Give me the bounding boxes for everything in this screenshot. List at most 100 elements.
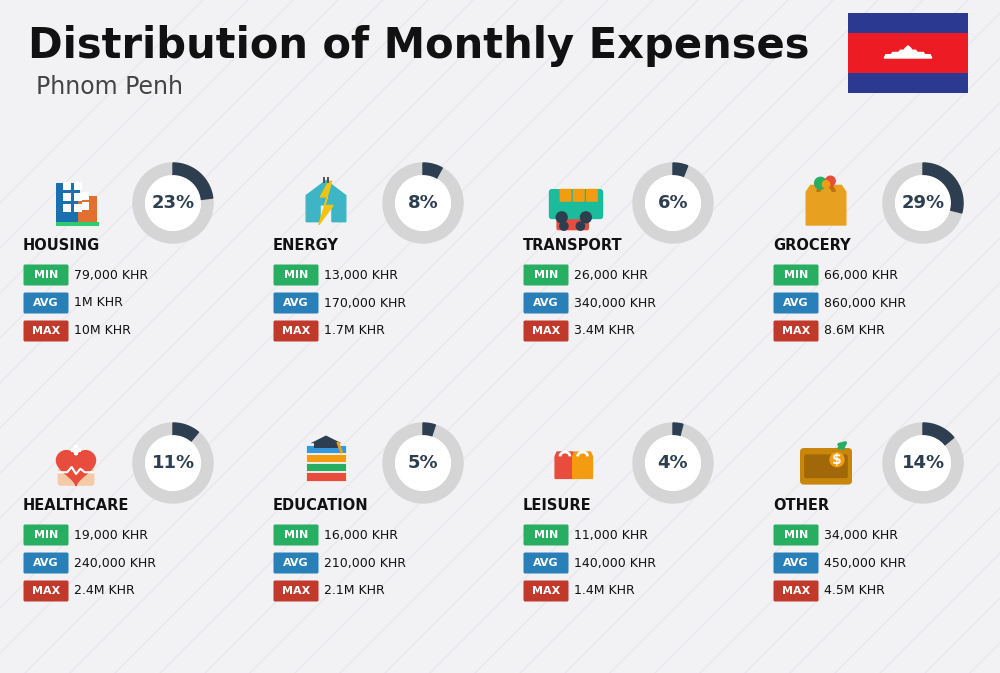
Text: 66,000 KHR: 66,000 KHR bbox=[824, 269, 898, 281]
FancyBboxPatch shape bbox=[306, 463, 346, 471]
FancyBboxPatch shape bbox=[573, 189, 585, 202]
Text: 3.4M KHR: 3.4M KHR bbox=[574, 324, 635, 337]
Circle shape bbox=[576, 221, 585, 231]
Text: 19,000 KHR: 19,000 KHR bbox=[74, 528, 148, 542]
FancyBboxPatch shape bbox=[82, 192, 89, 200]
FancyBboxPatch shape bbox=[24, 553, 68, 573]
Text: 2.1M KHR: 2.1M KHR bbox=[324, 584, 385, 598]
Text: AVG: AVG bbox=[283, 298, 309, 308]
Text: 2.4M KHR: 2.4M KHR bbox=[74, 584, 135, 598]
Polygon shape bbox=[133, 423, 213, 503]
FancyBboxPatch shape bbox=[82, 202, 89, 209]
Text: 16,000 KHR: 16,000 KHR bbox=[324, 528, 398, 542]
FancyBboxPatch shape bbox=[306, 472, 346, 481]
Polygon shape bbox=[633, 423, 713, 503]
Polygon shape bbox=[646, 436, 700, 490]
Text: GROCERY: GROCERY bbox=[773, 238, 851, 254]
Text: MIN: MIN bbox=[284, 270, 308, 280]
Polygon shape bbox=[923, 423, 954, 446]
FancyBboxPatch shape bbox=[800, 448, 852, 485]
Text: AVG: AVG bbox=[533, 558, 559, 568]
Polygon shape bbox=[884, 46, 932, 58]
FancyBboxPatch shape bbox=[524, 553, 568, 573]
FancyBboxPatch shape bbox=[586, 189, 598, 202]
FancyBboxPatch shape bbox=[274, 293, 318, 314]
Text: 11,000 KHR: 11,000 KHR bbox=[574, 528, 648, 542]
FancyBboxPatch shape bbox=[524, 264, 568, 285]
Text: 5%: 5% bbox=[408, 454, 438, 472]
Polygon shape bbox=[396, 436, 450, 490]
Text: HOUSING: HOUSING bbox=[23, 238, 100, 254]
FancyBboxPatch shape bbox=[71, 448, 81, 452]
FancyBboxPatch shape bbox=[774, 320, 818, 341]
Text: MIN: MIN bbox=[34, 270, 58, 280]
FancyBboxPatch shape bbox=[774, 524, 818, 546]
Polygon shape bbox=[646, 176, 700, 230]
Text: 23%: 23% bbox=[151, 194, 195, 212]
Circle shape bbox=[825, 176, 836, 186]
Text: MIN: MIN bbox=[784, 530, 808, 540]
Polygon shape bbox=[923, 163, 963, 213]
FancyBboxPatch shape bbox=[78, 197, 97, 223]
Polygon shape bbox=[396, 436, 450, 490]
FancyBboxPatch shape bbox=[24, 264, 68, 285]
Polygon shape bbox=[896, 176, 950, 230]
Polygon shape bbox=[883, 423, 963, 503]
Text: 4.5M KHR: 4.5M KHR bbox=[824, 584, 885, 598]
Text: AVG: AVG bbox=[33, 298, 59, 308]
FancyBboxPatch shape bbox=[306, 454, 346, 462]
FancyBboxPatch shape bbox=[560, 189, 572, 202]
Text: 6%: 6% bbox=[658, 194, 688, 212]
Text: Phnom Penh: Phnom Penh bbox=[36, 75, 183, 99]
FancyBboxPatch shape bbox=[24, 581, 68, 602]
Text: 26,000 KHR: 26,000 KHR bbox=[574, 269, 648, 281]
Polygon shape bbox=[673, 163, 688, 178]
FancyBboxPatch shape bbox=[524, 293, 568, 314]
FancyBboxPatch shape bbox=[774, 293, 818, 314]
Text: 4%: 4% bbox=[658, 454, 688, 472]
Circle shape bbox=[822, 180, 830, 188]
Text: 79,000 KHR: 79,000 KHR bbox=[74, 269, 148, 281]
Text: HEALTHCARE: HEALTHCARE bbox=[23, 499, 129, 513]
Text: 450,000 KHR: 450,000 KHR bbox=[824, 557, 906, 569]
FancyBboxPatch shape bbox=[63, 193, 70, 201]
Text: MIN: MIN bbox=[34, 530, 58, 540]
FancyBboxPatch shape bbox=[58, 469, 94, 486]
Polygon shape bbox=[646, 176, 700, 230]
Polygon shape bbox=[896, 436, 950, 490]
Polygon shape bbox=[555, 452, 575, 479]
Polygon shape bbox=[396, 176, 450, 230]
Polygon shape bbox=[173, 163, 213, 200]
FancyBboxPatch shape bbox=[524, 524, 568, 546]
Text: AVG: AVG bbox=[783, 558, 809, 568]
Text: MAX: MAX bbox=[32, 326, 60, 336]
Text: LEISURE: LEISURE bbox=[523, 499, 592, 513]
Polygon shape bbox=[146, 436, 200, 490]
Circle shape bbox=[556, 211, 568, 223]
Text: 170,000 KHR: 170,000 KHR bbox=[324, 297, 406, 310]
Polygon shape bbox=[883, 163, 963, 243]
FancyBboxPatch shape bbox=[524, 581, 568, 602]
Text: MIN: MIN bbox=[534, 530, 558, 540]
Polygon shape bbox=[146, 176, 200, 230]
FancyBboxPatch shape bbox=[306, 445, 346, 453]
Text: MAX: MAX bbox=[532, 326, 560, 336]
FancyBboxPatch shape bbox=[74, 182, 82, 190]
Text: 240,000 KHR: 240,000 KHR bbox=[74, 557, 156, 569]
FancyBboxPatch shape bbox=[274, 581, 318, 602]
FancyBboxPatch shape bbox=[24, 524, 68, 546]
Text: OTHER: OTHER bbox=[773, 499, 829, 513]
FancyBboxPatch shape bbox=[24, 293, 68, 314]
Polygon shape bbox=[306, 180, 346, 221]
Text: MAX: MAX bbox=[532, 586, 560, 596]
Polygon shape bbox=[311, 435, 341, 444]
Polygon shape bbox=[423, 423, 435, 437]
Text: 34,000 KHR: 34,000 KHR bbox=[824, 528, 898, 542]
Text: MAX: MAX bbox=[32, 586, 60, 596]
FancyBboxPatch shape bbox=[549, 189, 603, 219]
Circle shape bbox=[814, 176, 827, 190]
Text: 11%: 11% bbox=[151, 454, 195, 472]
FancyBboxPatch shape bbox=[323, 176, 325, 183]
FancyBboxPatch shape bbox=[848, 73, 968, 93]
FancyBboxPatch shape bbox=[524, 320, 568, 341]
